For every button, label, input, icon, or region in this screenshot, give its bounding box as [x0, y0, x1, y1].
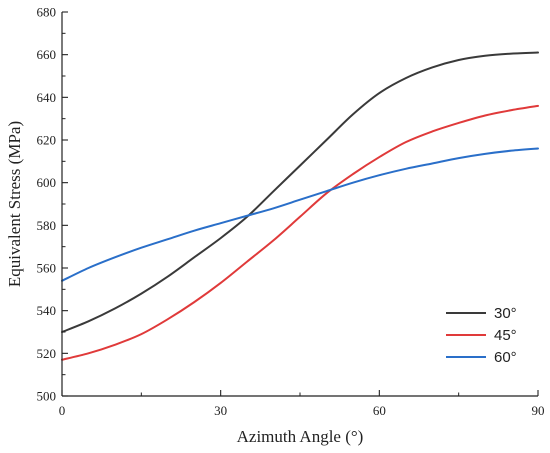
series-line-3 [61, 147, 539, 282]
y-tick-label: 520 [37, 346, 57, 361]
y-tick-label: 580 [37, 218, 57, 233]
x-axis-title: Azimuth Angle (°) [237, 427, 364, 446]
series-line-1 [61, 51, 539, 333]
legend-label-2: 45° [494, 327, 517, 344]
legend-label-3: 60° [494, 349, 517, 366]
y-tick-label: 640 [37, 90, 57, 105]
y-tick-label: 540 [37, 303, 57, 318]
x-tick-label: 60 [373, 403, 386, 418]
legend-label-1: 30° [494, 305, 517, 322]
axes: 500 520 540 560 580 600 620 640 660 680 0 30 60 90 [37, 5, 545, 419]
series-line-2 [61, 104, 539, 361]
y-tick-label: 500 [37, 389, 57, 404]
x-tick-label: 30 [214, 403, 227, 418]
x-tick-label: 0 [59, 403, 66, 418]
y-tick-label: 600 [37, 175, 57, 190]
x-tick-label: 90 [532, 403, 545, 418]
y-axis-title: Equivalent Stress (MPa) [5, 121, 24, 287]
y-tick-label: 620 [37, 133, 57, 148]
y-tick-label: 660 [37, 47, 57, 62]
y-tick-label: 680 [37, 5, 57, 20]
y-tick-label: 560 [37, 261, 57, 276]
plot-area [61, 51, 539, 361]
legend: 30° 45° 60° [446, 305, 517, 366]
